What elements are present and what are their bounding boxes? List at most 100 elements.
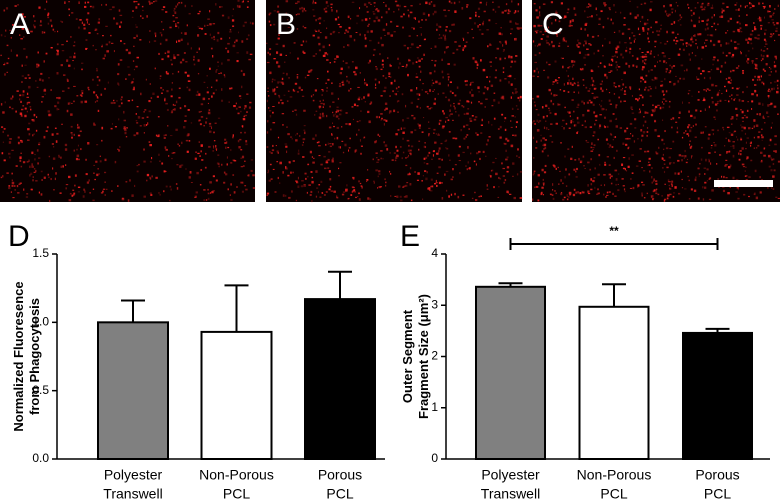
speckle xyxy=(452,168,454,170)
speckle xyxy=(171,112,173,114)
speckle xyxy=(438,93,439,95)
speckle xyxy=(210,192,211,193)
speckle xyxy=(563,90,565,92)
speckle xyxy=(376,157,377,158)
speckle xyxy=(278,81,279,83)
speckle xyxy=(740,125,741,126)
speckle xyxy=(70,36,71,37)
speckle xyxy=(691,155,692,156)
speckle xyxy=(776,57,777,59)
speckle xyxy=(594,85,595,86)
speckle xyxy=(105,194,106,195)
speckle xyxy=(729,96,730,97)
speckle xyxy=(330,33,332,35)
speckle xyxy=(638,28,639,31)
speckle xyxy=(452,92,454,94)
speckle xyxy=(450,105,451,107)
speckle xyxy=(149,30,150,31)
speckle xyxy=(268,107,269,108)
speckle xyxy=(68,176,70,178)
speckle xyxy=(398,67,400,69)
speckle xyxy=(483,151,485,153)
speckle xyxy=(766,63,768,65)
speckle xyxy=(31,166,34,168)
speckle xyxy=(652,32,653,34)
speckle xyxy=(104,182,106,183)
speckle xyxy=(239,139,241,140)
speckle xyxy=(348,66,350,68)
speckle xyxy=(742,91,744,93)
speckle xyxy=(655,87,657,89)
speckle xyxy=(470,153,471,155)
speckle xyxy=(458,114,459,116)
speckle xyxy=(380,113,383,114)
speckle xyxy=(641,139,642,141)
y-tick-label: 3 xyxy=(431,297,438,311)
speckle xyxy=(70,113,73,115)
speckle xyxy=(214,39,216,41)
speckle xyxy=(704,187,706,189)
speckle xyxy=(777,114,779,115)
speckle xyxy=(645,54,647,56)
speckle xyxy=(584,10,585,12)
speckle xyxy=(647,131,649,133)
speckle xyxy=(40,25,42,27)
speckle xyxy=(121,96,122,98)
speckle xyxy=(449,110,451,112)
speckle xyxy=(507,140,509,142)
speckle xyxy=(424,162,426,163)
speckle xyxy=(612,56,614,57)
speckle xyxy=(594,123,595,125)
speckle xyxy=(76,158,78,160)
speckle xyxy=(311,171,313,173)
speckle xyxy=(598,154,600,156)
speckle xyxy=(322,193,323,194)
speckle xyxy=(727,30,728,31)
speckle xyxy=(776,91,779,93)
speckle xyxy=(230,183,231,185)
speckle xyxy=(165,135,167,136)
speckle xyxy=(580,192,582,194)
speckle xyxy=(138,116,140,119)
speckle xyxy=(443,10,446,11)
speckle xyxy=(74,185,75,187)
speckle xyxy=(584,64,586,65)
speckle xyxy=(539,6,540,9)
speckle xyxy=(642,184,645,185)
speckle xyxy=(536,120,538,122)
speckle xyxy=(159,194,160,196)
speckle xyxy=(754,147,755,149)
speckle xyxy=(435,98,436,100)
speckle xyxy=(32,179,34,181)
speckle xyxy=(386,23,387,25)
speckle xyxy=(586,140,588,141)
speckle xyxy=(543,148,545,149)
speckle xyxy=(677,131,679,133)
speckle xyxy=(44,94,46,95)
speckle xyxy=(469,128,470,129)
speckle xyxy=(34,168,35,169)
speckle xyxy=(12,180,13,182)
speckle xyxy=(164,137,166,139)
speckle xyxy=(691,127,693,128)
speckle xyxy=(69,199,72,201)
speckle xyxy=(320,181,322,183)
speckle xyxy=(126,49,128,51)
speckle xyxy=(341,82,343,83)
speckle xyxy=(302,96,304,97)
panel-label: A xyxy=(10,8,30,41)
speckle xyxy=(329,178,331,180)
speckle xyxy=(408,15,409,17)
speckle xyxy=(383,90,385,92)
speckle xyxy=(371,30,373,32)
speckle xyxy=(284,95,286,96)
speckle xyxy=(118,63,120,65)
speckle xyxy=(664,43,666,45)
speckle xyxy=(695,179,697,181)
speckle xyxy=(8,153,10,155)
speckle xyxy=(218,66,219,67)
speckle xyxy=(168,155,169,157)
speckle xyxy=(282,124,283,126)
speckle xyxy=(243,73,245,76)
speckle xyxy=(433,154,434,156)
